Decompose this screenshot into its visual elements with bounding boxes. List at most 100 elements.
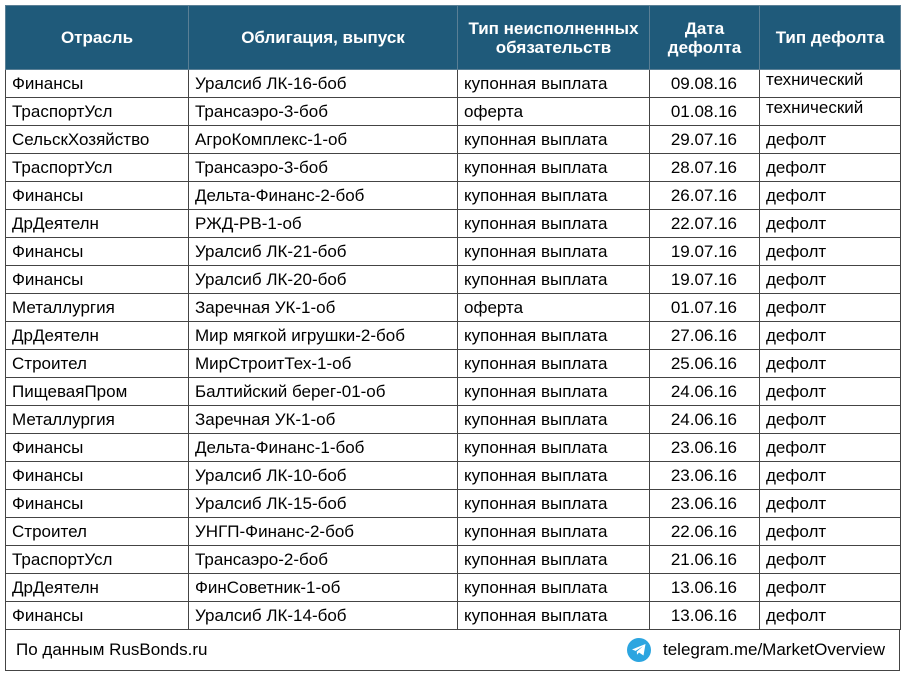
table-row: ТраспортУсл Трансаэро-3-боб оферта 01.08.16… [5,97,901,126]
cell-obligation-type: купонная выплата [457,69,650,98]
cell-bond-issue: МирСтроитТех-1-об [188,349,458,378]
cell-default-type: дефолт [759,573,901,602]
cell-bond-issue: РЖД-РВ-1-об [188,209,458,238]
cell-bond-issue: Уралсиб ЛК-15-боб [188,489,458,518]
cell-default-type: дефолт [759,293,901,322]
cell-bond-issue: Трансаэро-2-боб [188,545,458,574]
table-row: ДрДеятелн РЖД-РВ-1-об купонная выплата 22.0… [5,209,901,238]
cell-industry: Финансы [5,601,189,630]
cell-default-date: 19.07.16 [649,265,760,294]
cell-industry: Финансы [5,69,189,98]
cell-default-date: 24.06.16 [649,377,760,406]
cell-default-type: дефолт [759,377,901,406]
cell-obligation-type: купонная выплата [457,209,650,238]
cell-default-date: 23.06.16 [649,461,760,490]
cell-default-date: 27.06.16 [649,321,760,350]
cell-obligation-type: купонная выплата [457,433,650,462]
cell-bond-issue: УНГП-Финанс-2-боб [188,517,458,546]
cell-bond-issue: Трансаэро-3-боб [188,153,458,182]
header-default-date: Дата дефолта [649,5,760,70]
header-default-type: Тип дефолта [759,5,901,70]
cell-bond-issue: Трансаэро-3-боб [188,97,458,126]
cell-default-type: дефолт [759,125,901,154]
cell-default-type: дефолт [759,433,901,462]
table-row: ДрДеятелн Мир мягкой игрушки-2-боб купонна… [5,321,901,350]
table-row: Строител МирСтроитТех-1-об купонная выплат… [5,349,901,378]
cell-default-date: 13.06.16 [649,573,760,602]
cell-bond-issue: Дельта-Финанс-1-боб [188,433,458,462]
cell-bond-issue: Балтийский берег-01-об [188,377,458,406]
cell-default-date: 21.06.16 [649,545,760,574]
cell-industry: ДрДеятелн [5,321,189,350]
cell-default-type: дефолт [759,461,901,490]
cell-industry: ТраспортУсл [5,97,189,126]
table-row: ПищеваяПром Балтийский берег-01-об купонна… [5,377,901,406]
defaults-table-container: Отрасль Облигация, выпуск Тип неисполнен… [5,5,901,671]
cell-industry: ТраспортУсл [5,153,189,182]
cell-default-type: дефолт [759,489,901,518]
cell-obligation-type: купонная выплата [457,601,650,630]
cell-obligation-type: купонная выплата [457,405,650,434]
cell-obligation-type: купонная выплата [457,265,650,294]
table-row: СельскХозяйство АгроКомплекс-1-об купонная… [5,125,901,154]
cell-bond-issue: Уралсиб ЛК-10-боб [188,461,458,490]
cell-bond-issue: Уралсиб ЛК-16-боб [188,69,458,98]
cell-obligation-type: купонная выплата [457,153,650,182]
cell-default-type: дефолт [759,601,901,630]
cell-obligation-type: купонная выплата [457,349,650,378]
cell-industry: Финансы [5,489,189,518]
table-row: Строител УНГП-Финанс-2-боб купонная выплат… [5,517,901,546]
telegram-link-text[interactable]: telegram.me/MarketOverview [662,640,885,659]
cell-default-date: 23.06.16 [649,433,760,462]
table-row: Финансы Дельта-Финанс-1-боб купонная выпла… [5,433,901,462]
table-row: Металлургия Заречная УК-1-об купонная выпл… [5,405,901,434]
table-row: Финансы Уралсиб ЛК-21-боб купонная выплата… [5,237,901,266]
cell-obligation-type: купонная выплата [457,545,650,574]
cell-obligation-type: купонная выплата [457,125,650,154]
table-row: Металлургия Заречная УК-1-об оферта 01.07.1… [5,293,901,322]
cell-default-date: 01.07.16 [649,293,760,322]
cell-default-type: дефолт [759,405,901,434]
cell-default-type: дефолт [759,181,901,210]
cell-industry: СельскХозяйство [5,125,189,154]
table-row: Финансы Уралсиб ЛК-16-боб купонная выплата… [5,69,901,98]
cell-default-date: 19.07.16 [649,237,760,266]
cell-industry: ДрДеятелн [5,573,189,602]
table-row: Финансы Уралсиб ЛК-10-боб купонная выплата… [5,461,901,490]
table-row: Финансы Дельта-Финанс-2-боб купонная выпла… [5,181,901,210]
cell-obligation-type: купонная выплата [457,181,650,210]
source-note: По данным RusBonds.ru [16,640,208,659]
cell-bond-issue: Мир мягкой игрушки-2-боб [188,321,458,350]
cell-bond-issue: Заречная УК-1-об [188,405,458,434]
cell-default-type: дефолт [759,153,901,182]
table-row: Финансы Уралсиб ЛК-20-боб купонная выплата… [5,265,901,294]
cell-industry: Финансы [5,237,189,266]
cell-bond-issue: Уралсиб ЛК-20-боб [188,265,458,294]
telegram-icon [626,638,651,662]
cell-default-date: 24.06.16 [649,405,760,434]
cell-bond-issue: Дельта-Финанс-2-боб [188,181,458,210]
telegram-link[interactable]: telegram.me/MarketOverview [626,638,889,662]
cell-industry: Металлургия [5,293,189,322]
cell-obligation-type: купонная выплата [457,321,650,350]
cell-bond-issue: Уралсиб ЛК-21-боб [188,237,458,266]
header-obligation-type: Тип неисполненных обязательств [457,5,650,70]
cell-default-type: технический [759,97,901,126]
defaults-table: Отрасль Облигация, выпуск Тип неисполнен… [5,5,901,630]
cell-industry: Финансы [5,461,189,490]
cell-default-date: 26.07.16 [649,181,760,210]
cell-industry: Строител [5,517,189,546]
table-footer: По данным RusBonds.ru telegram.me/Market… [5,630,900,671]
cell-industry: ПищеваяПром [5,377,189,406]
cell-obligation-type: купонная выплата [457,517,650,546]
cell-obligation-type: купонная выплата [457,489,650,518]
header-row: Отрасль Облигация, выпуск Тип неисполнен… [5,5,901,70]
cell-default-date: 22.06.16 [649,517,760,546]
cell-default-date: 23.06.16 [649,489,760,518]
cell-default-type: дефолт [759,517,901,546]
cell-obligation-type: купонная выплата [457,377,650,406]
cell-industry: Металлургия [5,405,189,434]
header-industry: Отрасль [5,5,189,70]
cell-obligation-type: оферта [457,97,650,126]
cell-default-date: 22.07.16 [649,209,760,238]
